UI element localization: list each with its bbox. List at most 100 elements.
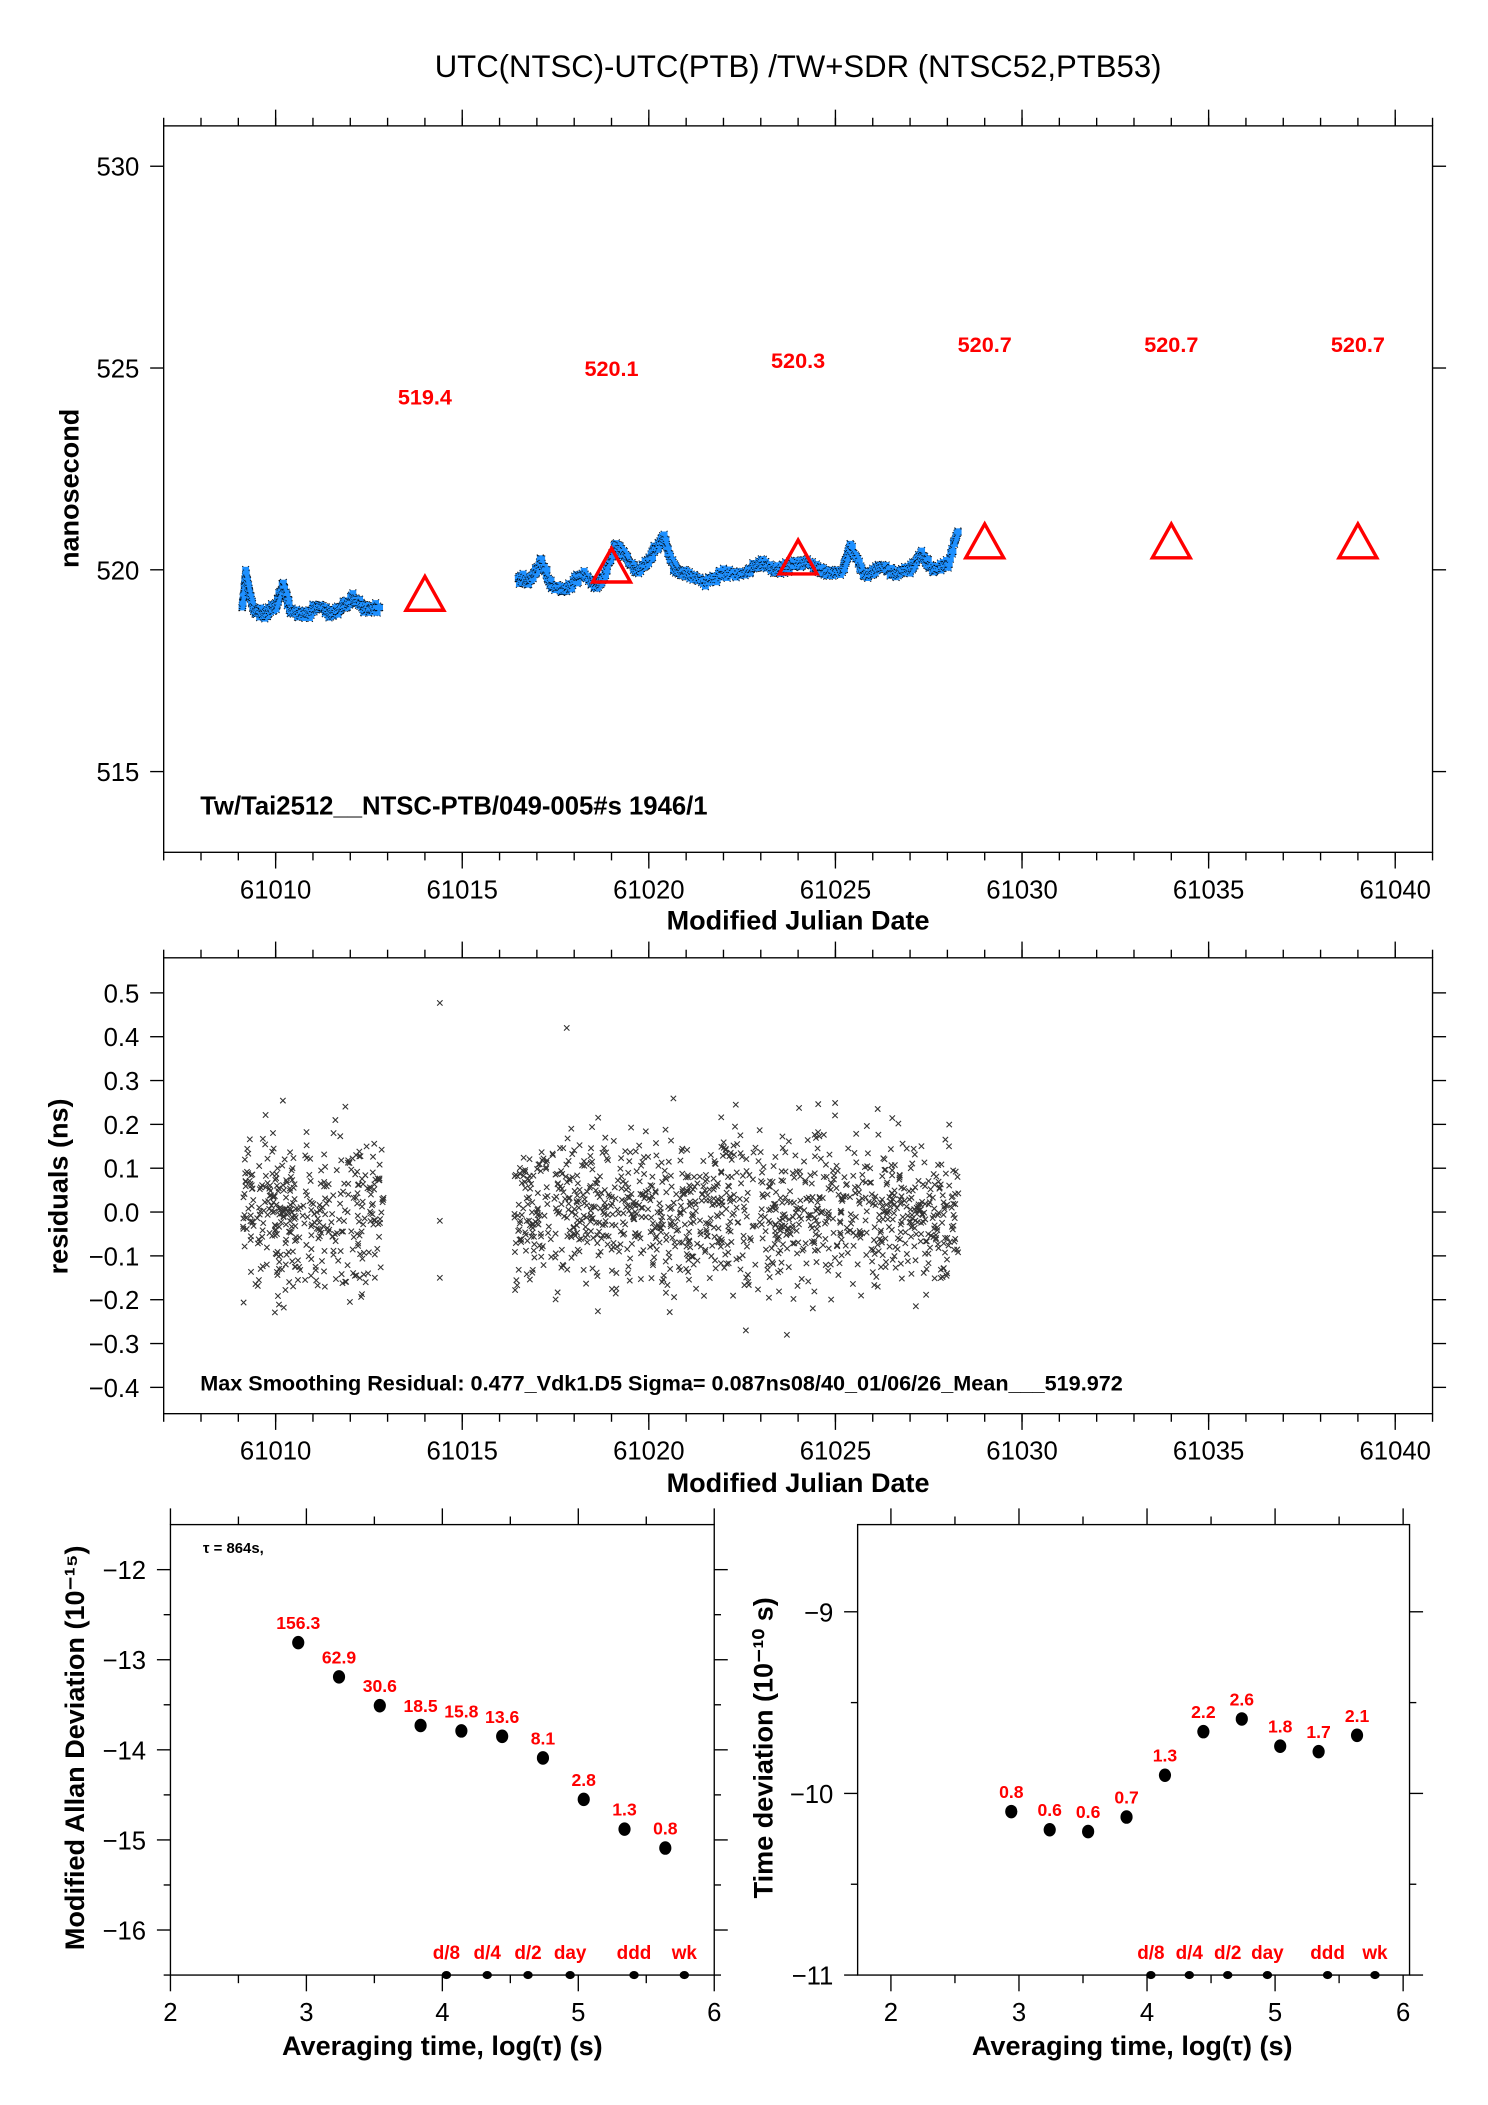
residual-point bbox=[574, 1192, 581, 1199]
residual-point bbox=[588, 1123, 596, 1131]
residual-point bbox=[638, 1162, 645, 1169]
residual-point bbox=[664, 1281, 671, 1289]
data-point bbox=[841, 566, 848, 573]
residual-point bbox=[276, 1258, 283, 1266]
residual-point bbox=[743, 1155, 750, 1163]
residual-point bbox=[242, 1170, 249, 1177]
residual-point bbox=[952, 1235, 959, 1243]
x-tick-label: 6 bbox=[1396, 1999, 1410, 2027]
residual-point bbox=[247, 1212, 254, 1219]
residual-point bbox=[356, 1148, 363, 1155]
residual-point bbox=[573, 1199, 580, 1206]
data-point bbox=[602, 572, 609, 579]
residual-point bbox=[829, 1215, 837, 1222]
residual-point bbox=[759, 1191, 766, 1198]
x-tick-label: 5 bbox=[571, 1999, 585, 2027]
residual-point bbox=[636, 1178, 643, 1185]
residual-point bbox=[706, 1221, 713, 1228]
residual-outlier bbox=[436, 1274, 443, 1281]
residual-point bbox=[575, 1204, 582, 1211]
residual-point bbox=[288, 1213, 296, 1220]
data-point bbox=[568, 586, 576, 592]
residual-point bbox=[259, 1233, 266, 1240]
residual-point bbox=[618, 1173, 625, 1180]
residual-point bbox=[706, 1186, 713, 1193]
residual-point bbox=[733, 1204, 740, 1211]
residual-point bbox=[354, 1200, 361, 1207]
residual-point bbox=[330, 1251, 337, 1258]
residual-point bbox=[344, 1262, 351, 1269]
residual-point bbox=[786, 1216, 793, 1223]
data-point bbox=[660, 531, 668, 537]
residual-point bbox=[350, 1270, 357, 1277]
residual-point bbox=[954, 1173, 961, 1180]
residual-point bbox=[815, 1129, 822, 1136]
residual-point bbox=[641, 1195, 648, 1202]
residual-point bbox=[711, 1233, 718, 1240]
data-label: 1.7 bbox=[1306, 1722, 1330, 1742]
residual-point bbox=[811, 1288, 818, 1295]
residual-point bbox=[696, 1173, 703, 1180]
residual-point bbox=[777, 1247, 784, 1254]
residual-point bbox=[337, 1247, 344, 1255]
residual-point bbox=[684, 1174, 692, 1181]
residual-point bbox=[739, 1172, 746, 1179]
residual-point bbox=[652, 1140, 660, 1147]
residual-point bbox=[907, 1218, 914, 1225]
residual-point bbox=[863, 1251, 870, 1258]
residual-point bbox=[868, 1246, 875, 1253]
residual-point bbox=[846, 1193, 854, 1201]
residual-point bbox=[734, 1140, 741, 1148]
residual-point bbox=[719, 1202, 726, 1209]
data-point bbox=[244, 577, 251, 584]
residual-point bbox=[357, 1251, 364, 1258]
residual-point bbox=[944, 1234, 951, 1241]
residual-point bbox=[904, 1212, 911, 1219]
residual-point bbox=[624, 1270, 632, 1277]
residual-point bbox=[728, 1238, 735, 1246]
residual-point bbox=[827, 1186, 834, 1193]
residual-point bbox=[778, 1168, 785, 1175]
data-point bbox=[603, 568, 611, 574]
residual-point bbox=[833, 1242, 840, 1250]
residual-point bbox=[919, 1181, 927, 1188]
residual-point bbox=[725, 1249, 732, 1256]
interval-marker bbox=[1322, 1971, 1333, 1980]
residual-point bbox=[739, 1252, 746, 1259]
residual-point bbox=[565, 1157, 572, 1165]
residual-point bbox=[730, 1197, 737, 1204]
residual-point bbox=[718, 1168, 725, 1175]
y-tick-label: −0.4 bbox=[89, 1375, 140, 1403]
residual-point bbox=[292, 1263, 299, 1270]
residual-point bbox=[691, 1173, 698, 1181]
residual-point bbox=[898, 1275, 905, 1282]
residual-point bbox=[802, 1177, 809, 1184]
residual-point bbox=[294, 1276, 302, 1284]
residual-point bbox=[813, 1259, 820, 1266]
residual-point bbox=[339, 1280, 346, 1287]
y-tick-label: −16 bbox=[103, 1917, 147, 1945]
residual-point bbox=[950, 1167, 957, 1174]
x-tick-label: 61025 bbox=[800, 876, 871, 904]
residual-point bbox=[249, 1219, 256, 1226]
x-tick-label: 61010 bbox=[240, 876, 311, 904]
residual-point bbox=[280, 1209, 287, 1216]
residual-point bbox=[571, 1250, 578, 1257]
residual-point bbox=[639, 1158, 646, 1166]
residual-point bbox=[811, 1131, 818, 1138]
residual-point bbox=[279, 1162, 286, 1169]
residual-point bbox=[637, 1276, 644, 1283]
residual-point bbox=[915, 1201, 922, 1208]
residual-point bbox=[278, 1266, 286, 1273]
residual-point bbox=[607, 1202, 615, 1209]
residual-point bbox=[871, 1281, 878, 1289]
residual-point bbox=[249, 1218, 256, 1225]
residual-point bbox=[720, 1144, 727, 1151]
residual-point bbox=[852, 1190, 859, 1197]
residual-point bbox=[837, 1209, 844, 1216]
residual-point bbox=[698, 1197, 705, 1204]
residual-point bbox=[529, 1199, 536, 1206]
residual-point bbox=[902, 1229, 909, 1236]
data-point bbox=[292, 1635, 305, 1650]
residual-point bbox=[789, 1240, 796, 1247]
